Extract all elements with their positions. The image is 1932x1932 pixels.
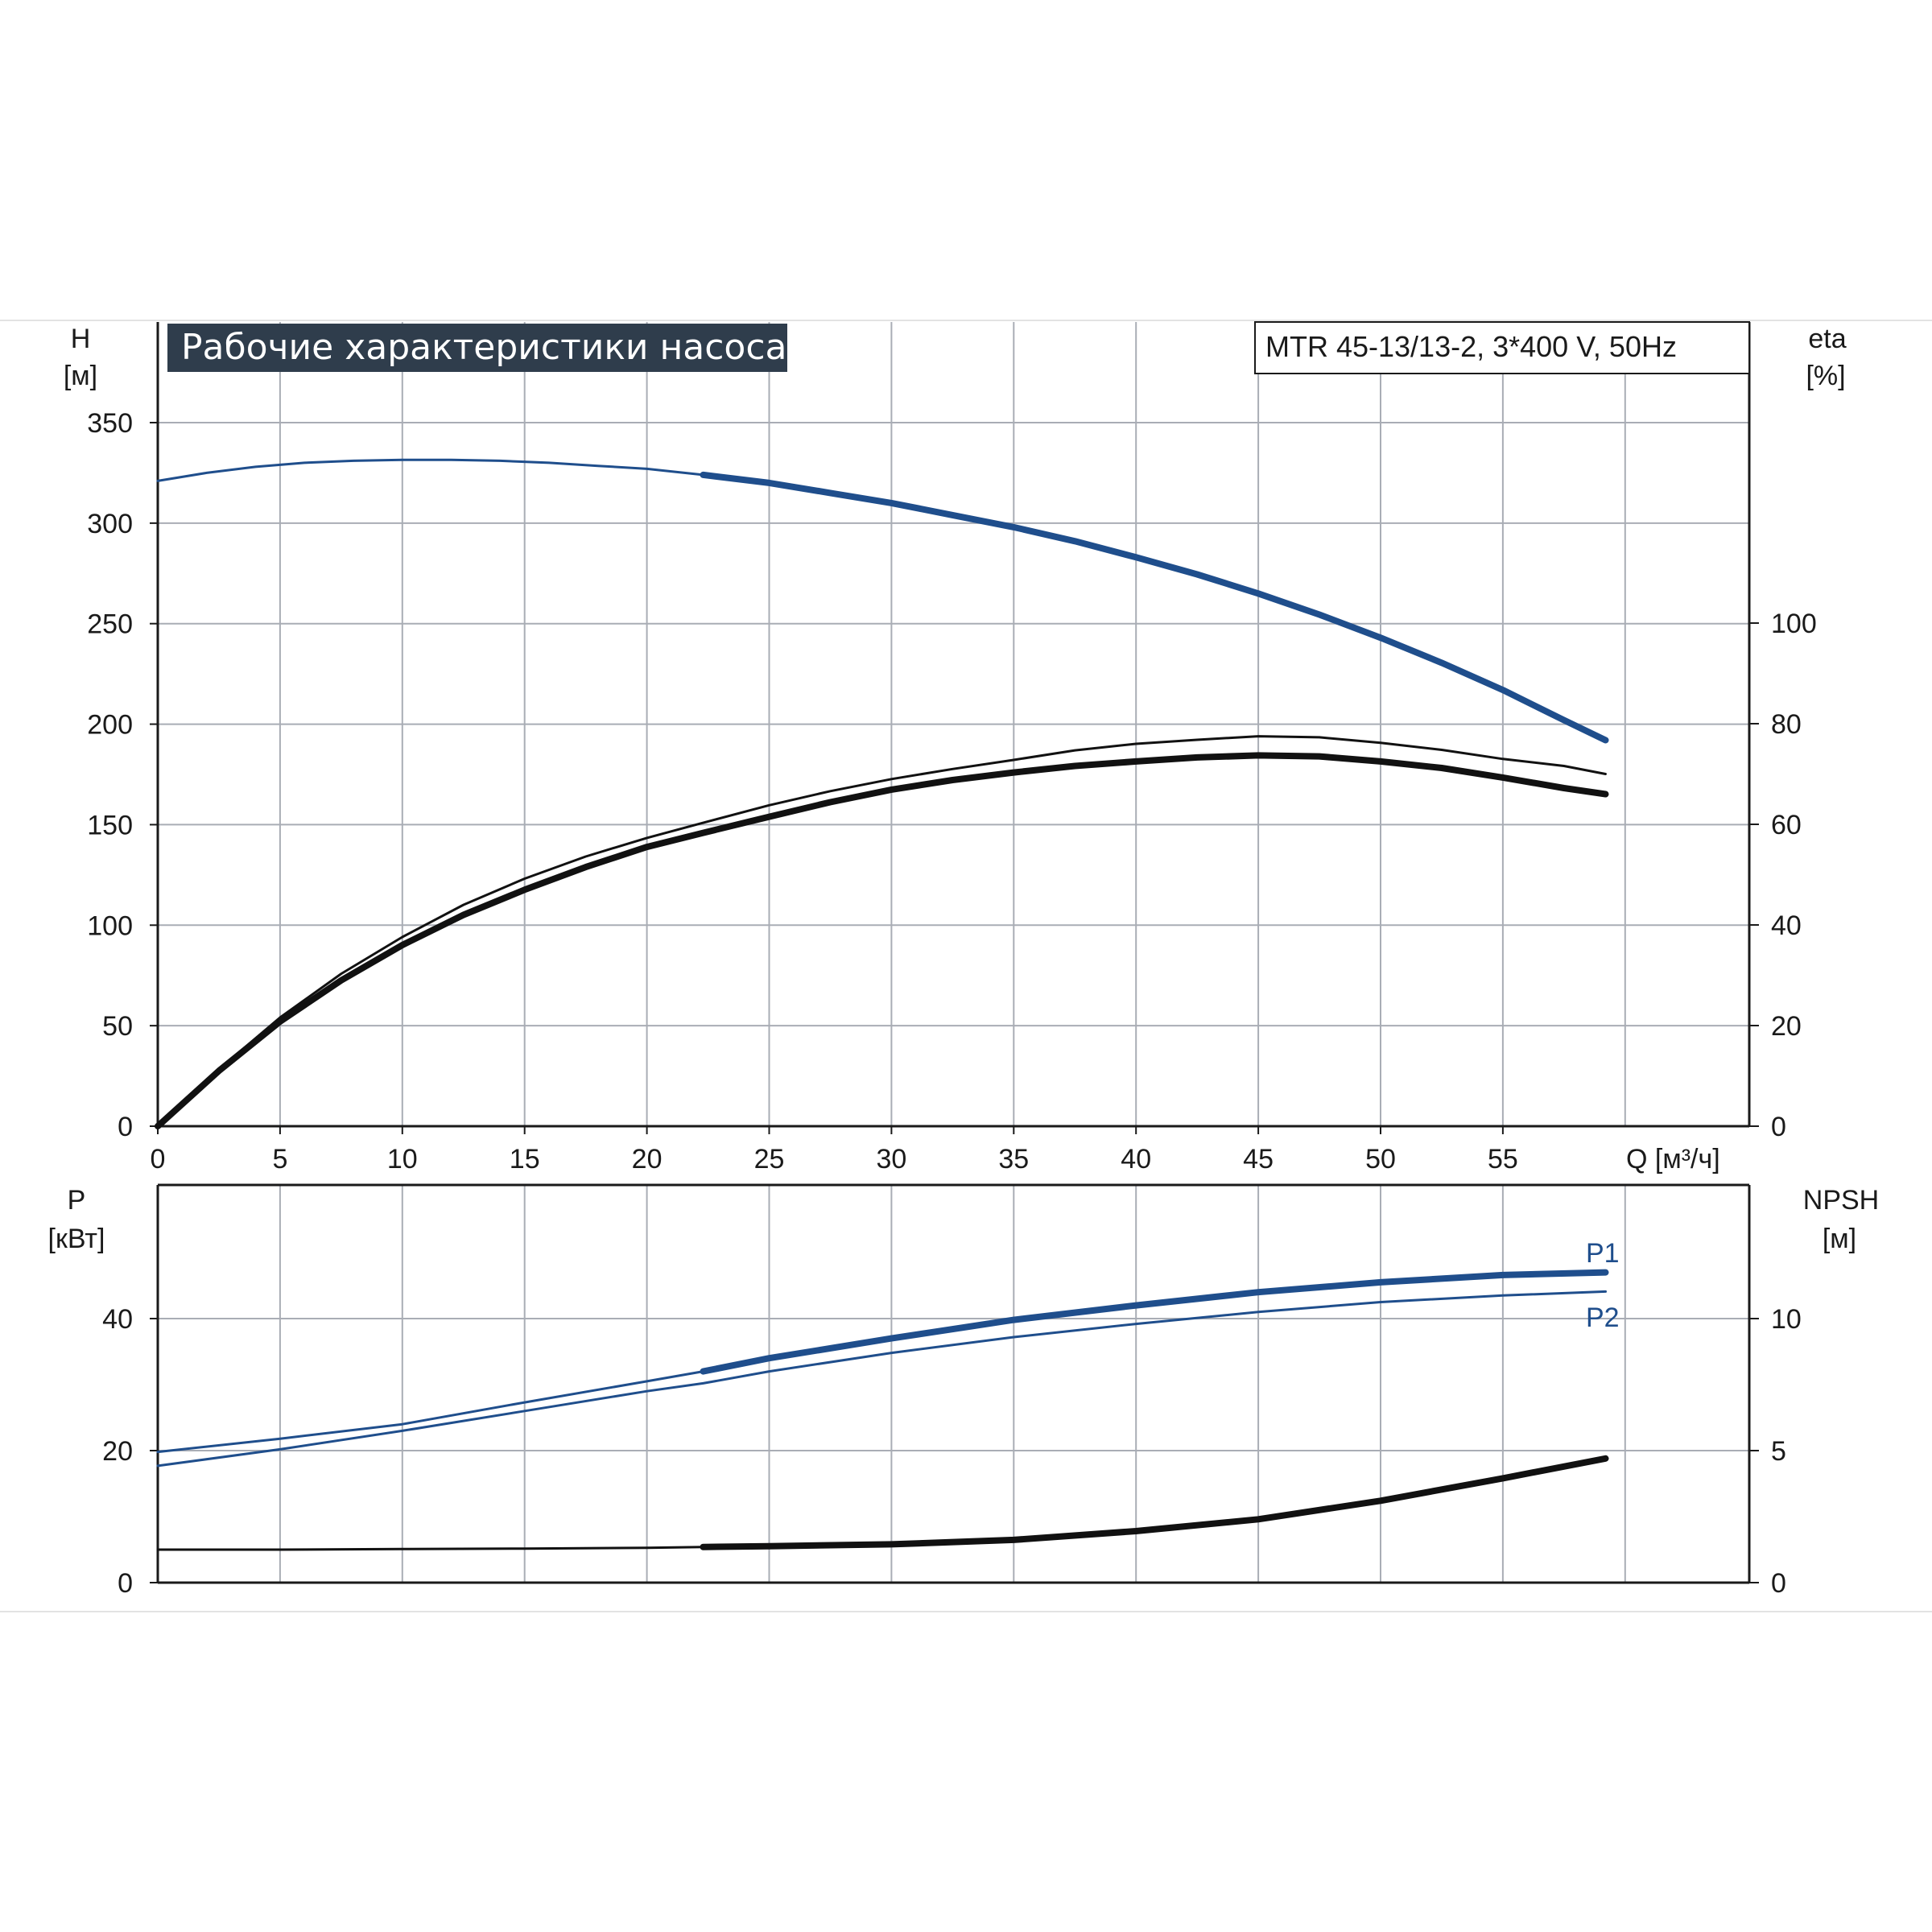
lower-right-tick-label: 5 xyxy=(1771,1436,1786,1467)
upper-right-tick-label: 0 xyxy=(1771,1112,1786,1142)
model-label-text: MTR 45-13/13-2, 3*400 V, 50Hz xyxy=(1265,330,1677,363)
upper-right-axis-symbol: eta xyxy=(1808,324,1846,354)
lower-right-axis-unit: [м] xyxy=(1823,1224,1856,1254)
lower-right-axis-symbol: NPSH xyxy=(1803,1185,1879,1216)
p2-curve-thin xyxy=(156,1290,1607,1468)
upper-right-tick-label: 100 xyxy=(1771,609,1817,639)
upper-left-tick-label: 300 xyxy=(87,509,133,539)
head-curve-bold xyxy=(700,471,1609,744)
upper-left-tick-label: 0 xyxy=(118,1112,133,1142)
p1-curve-thin xyxy=(156,1370,704,1454)
x-axis-label: Q [м³/ч] xyxy=(1626,1144,1720,1174)
tick-labels: 0501001502002503003500204060801000204005… xyxy=(87,408,1816,1599)
x-tick-label: 0 xyxy=(151,1144,166,1174)
page-separators xyxy=(0,320,1932,1612)
upper-left-axis-unit: [м] xyxy=(64,361,97,391)
x-tick-label: 55 xyxy=(1488,1144,1518,1174)
chart-title: Рабочие характеристики насоса xyxy=(167,324,787,372)
eta-upper-curve-thin xyxy=(156,735,1607,1128)
p1-label: P1 xyxy=(1586,1238,1620,1269)
x-tick-label: 35 xyxy=(998,1144,1029,1174)
upper-series xyxy=(155,458,1609,1129)
upper-right-tick-label: 80 xyxy=(1771,709,1802,740)
lower-left-tick-label: 40 xyxy=(102,1304,133,1335)
lower-right-tick-label: 10 xyxy=(1771,1304,1802,1335)
axis-titles: H [м] eta [%] Q [м³/ч] P [кВт] NPSH [м] xyxy=(48,324,1880,1254)
upper-right-axis-unit: [%] xyxy=(1806,361,1845,391)
x-tick-label: 20 xyxy=(632,1144,663,1174)
x-tick-label: 10 xyxy=(387,1144,418,1174)
x-tick-label: 45 xyxy=(1243,1144,1274,1174)
upper-left-tick-label: 200 xyxy=(87,710,133,741)
series-labels: P1 P2 xyxy=(1586,1238,1620,1333)
upper-right-tick-label: 60 xyxy=(1771,810,1802,840)
upper-right-tick-label: 20 xyxy=(1771,1011,1802,1042)
model-label: MTR 45-13/13-2, 3*400 V, 50Hz xyxy=(1254,321,1750,374)
head-curve-thin xyxy=(156,458,704,482)
chart-title-text: Рабочие характеристики насоса xyxy=(181,327,786,368)
lower-grid xyxy=(150,1183,1759,1584)
p2-label: P2 xyxy=(1586,1302,1620,1333)
upper-left-tick-label: 100 xyxy=(87,910,133,941)
model-label-box xyxy=(1254,321,1750,374)
lower-right-tick-label: 0 xyxy=(1771,1568,1786,1599)
p1-curve-bold xyxy=(700,1269,1609,1375)
upper-left-axis-symbol: H xyxy=(71,324,91,354)
eta-lower-curve-bold xyxy=(155,752,1609,1129)
npsh-curve-bold xyxy=(700,1455,1609,1550)
upper-left-tick-label: 150 xyxy=(87,810,133,840)
x-tick-label: 25 xyxy=(754,1144,785,1174)
x-tick-label: 5 xyxy=(272,1144,287,1174)
npsh-curve-thin xyxy=(156,1546,704,1551)
x-tick-label: 40 xyxy=(1121,1144,1151,1174)
x-tick-label: 50 xyxy=(1365,1144,1396,1174)
lower-left-tick-label: 20 xyxy=(102,1436,133,1467)
upper-right-tick-label: 40 xyxy=(1771,910,1802,941)
x-tick-label: 30 xyxy=(876,1144,906,1174)
lower-left-tick-label: 0 xyxy=(118,1568,133,1599)
upper-left-tick-label: 50 xyxy=(102,1011,133,1042)
upper-left-tick-label: 350 xyxy=(87,408,133,439)
upper-grid xyxy=(150,322,1759,1134)
x-tick-label: 15 xyxy=(510,1144,540,1174)
chart-title-background xyxy=(167,324,787,372)
upper-left-tick-label: 250 xyxy=(87,609,133,640)
lower-series xyxy=(156,1269,1609,1551)
lower-left-axis-symbol: P xyxy=(68,1185,86,1216)
lower-left-axis-unit: [кВт] xyxy=(48,1224,105,1254)
